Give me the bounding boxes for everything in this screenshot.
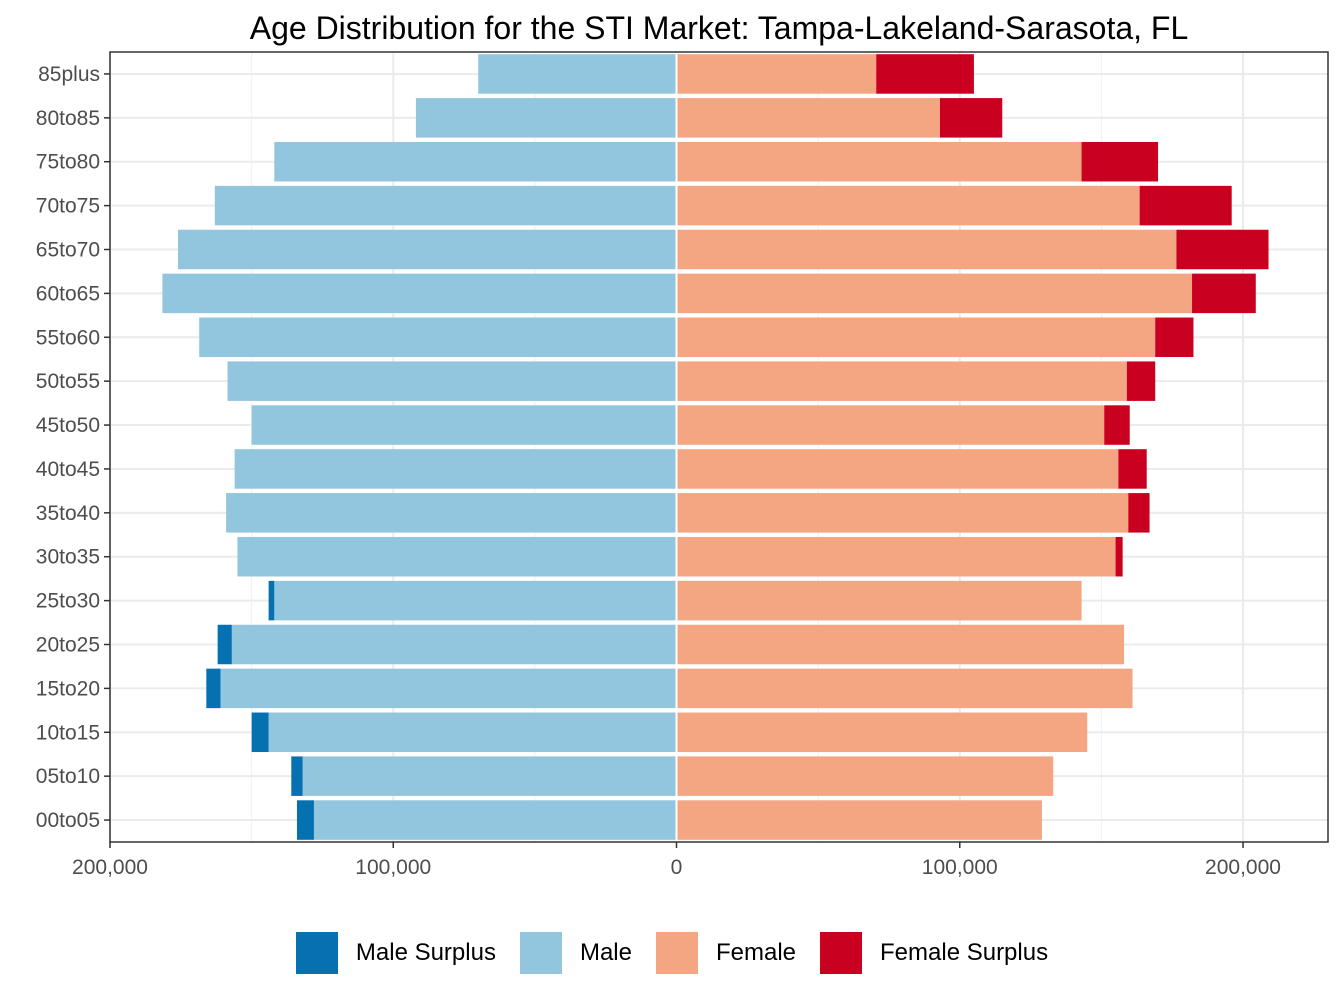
male-bar: [237, 536, 677, 577]
male-bar: [231, 624, 677, 665]
y-tick-label: 35to40: [36, 502, 100, 525]
panel-border: [109, 51, 1329, 843]
male-bar: [226, 493, 677, 533]
male-bar: [274, 141, 677, 182]
female-bar: [676, 361, 1127, 401]
chart-plot: 00to05 05to10 10to15 15to20 20to25 25to30 30to…: [36, 51, 1329, 879]
male-bar: [313, 800, 677, 840]
y-tick-label: 80to85: [36, 107, 100, 130]
y-tick-label: 50to55: [36, 370, 100, 393]
x-tick-label: 200,000: [1205, 856, 1281, 879]
chart-title: Age Distribution for the STI Market: Tam…: [249, 10, 1189, 46]
male-surplus-bar: [296, 800, 314, 840]
legend-key: [820, 932, 863, 974]
y-tick-label: 65to70: [36, 239, 100, 262]
female-surplus-bar: [1139, 185, 1232, 226]
female-surplus-bar: [1176, 229, 1269, 270]
legend-item: Female Surplus: [820, 932, 1048, 974]
legend-item: Female: [655, 932, 797, 974]
male-bar: [478, 54, 677, 94]
female-surplus-bar: [1118, 449, 1147, 489]
female-bar: [676, 54, 877, 94]
male-surplus-bar: [251, 712, 269, 753]
y-tick-label: 45to50: [36, 414, 100, 437]
female-surplus-bar: [876, 54, 974, 94]
x-tick-label: 200,000: [72, 856, 148, 879]
female-surplus-bar: [1104, 405, 1130, 445]
male-bar: [199, 317, 677, 358]
y-tick-label: 60to65: [36, 282, 100, 305]
y-tick-label: 20to25: [36, 634, 100, 657]
legend-item: Male: [519, 932, 632, 974]
female-bar: [676, 580, 1082, 621]
female-bar: [676, 624, 1125, 665]
male-bar: [415, 98, 677, 138]
female-bar: [676, 273, 1193, 314]
female-bar: [676, 185, 1140, 226]
female-bar: [676, 141, 1082, 182]
female-surplus-bar: [1128, 493, 1150, 533]
male-bar: [162, 273, 677, 314]
legend-label: Female Surplus: [880, 939, 1049, 966]
female-surplus-bar: [1192, 273, 1256, 314]
male-bar: [274, 580, 677, 621]
male-bar: [220, 668, 677, 709]
y-tick-label: 70to75: [36, 195, 100, 218]
x-tick-label: 0: [671, 856, 683, 879]
female-bar: [676, 668, 1133, 709]
y-tick-label: 55to60: [36, 326, 100, 349]
bars: [162, 52, 1269, 842]
female-bar: [676, 493, 1129, 533]
y-tick-label: 25to30: [36, 590, 100, 613]
male-bar: [251, 405, 677, 445]
legend-label: Female: [715, 939, 797, 966]
female-surplus-bar: [1115, 536, 1123, 577]
female-bar: [676, 229, 1177, 270]
legend-key: [295, 932, 338, 974]
panel-background: [110, 52, 1328, 842]
y-tick-label: 75to80: [36, 151, 100, 174]
male-bar: [214, 185, 677, 226]
y-tick-label: 40to45: [36, 458, 100, 481]
female-bar: [676, 712, 1088, 753]
legend-item: Male Surplus: [295, 932, 496, 974]
male-surplus-bar: [268, 580, 275, 621]
male-bar: [227, 361, 677, 401]
axes: 00to05 05to10 10to15 15to20 20to25 25to30 30to…: [36, 63, 1281, 879]
y-tick-label: 15to20: [36, 677, 100, 700]
female-bar: [676, 756, 1054, 796]
male-bar: [234, 449, 677, 489]
legend-key: [655, 932, 698, 974]
x-tick-label: 100,000: [922, 856, 998, 879]
male-surplus-bar: [291, 756, 303, 796]
y-tick-label: 05to10: [36, 765, 100, 788]
legend-label: Male: [579, 939, 632, 966]
legend: Male Surplus Male Female Female Surplus: [0, 930, 1344, 976]
male-bar: [177, 229, 677, 270]
y-tick-label: 00to05: [36, 809, 100, 832]
y-tick-label: 85plus: [38, 63, 100, 86]
female-surplus-bar: [1126, 361, 1156, 401]
female-bar: [676, 449, 1119, 489]
female-bar: [676, 536, 1116, 577]
x-tick-label: 100,000: [355, 856, 431, 879]
female-surplus-bar: [1081, 141, 1159, 182]
female-surplus-bar: [939, 98, 1003, 138]
female-bar: [676, 405, 1105, 445]
legend-key: [519, 932, 562, 974]
y-tick-label: 30to35: [36, 546, 100, 569]
y-tick-label: 10to15: [36, 721, 100, 744]
male-bar: [268, 712, 677, 753]
female-bar: [676, 800, 1042, 840]
male-bar: [302, 756, 677, 796]
female-bar: [676, 98, 940, 138]
legend-label: Male Surplus: [355, 939, 496, 966]
female-bar: [676, 317, 1156, 358]
male-surplus-bar: [206, 668, 221, 709]
male-surplus-bar: [217, 624, 232, 665]
female-surplus-bar: [1155, 317, 1194, 358]
